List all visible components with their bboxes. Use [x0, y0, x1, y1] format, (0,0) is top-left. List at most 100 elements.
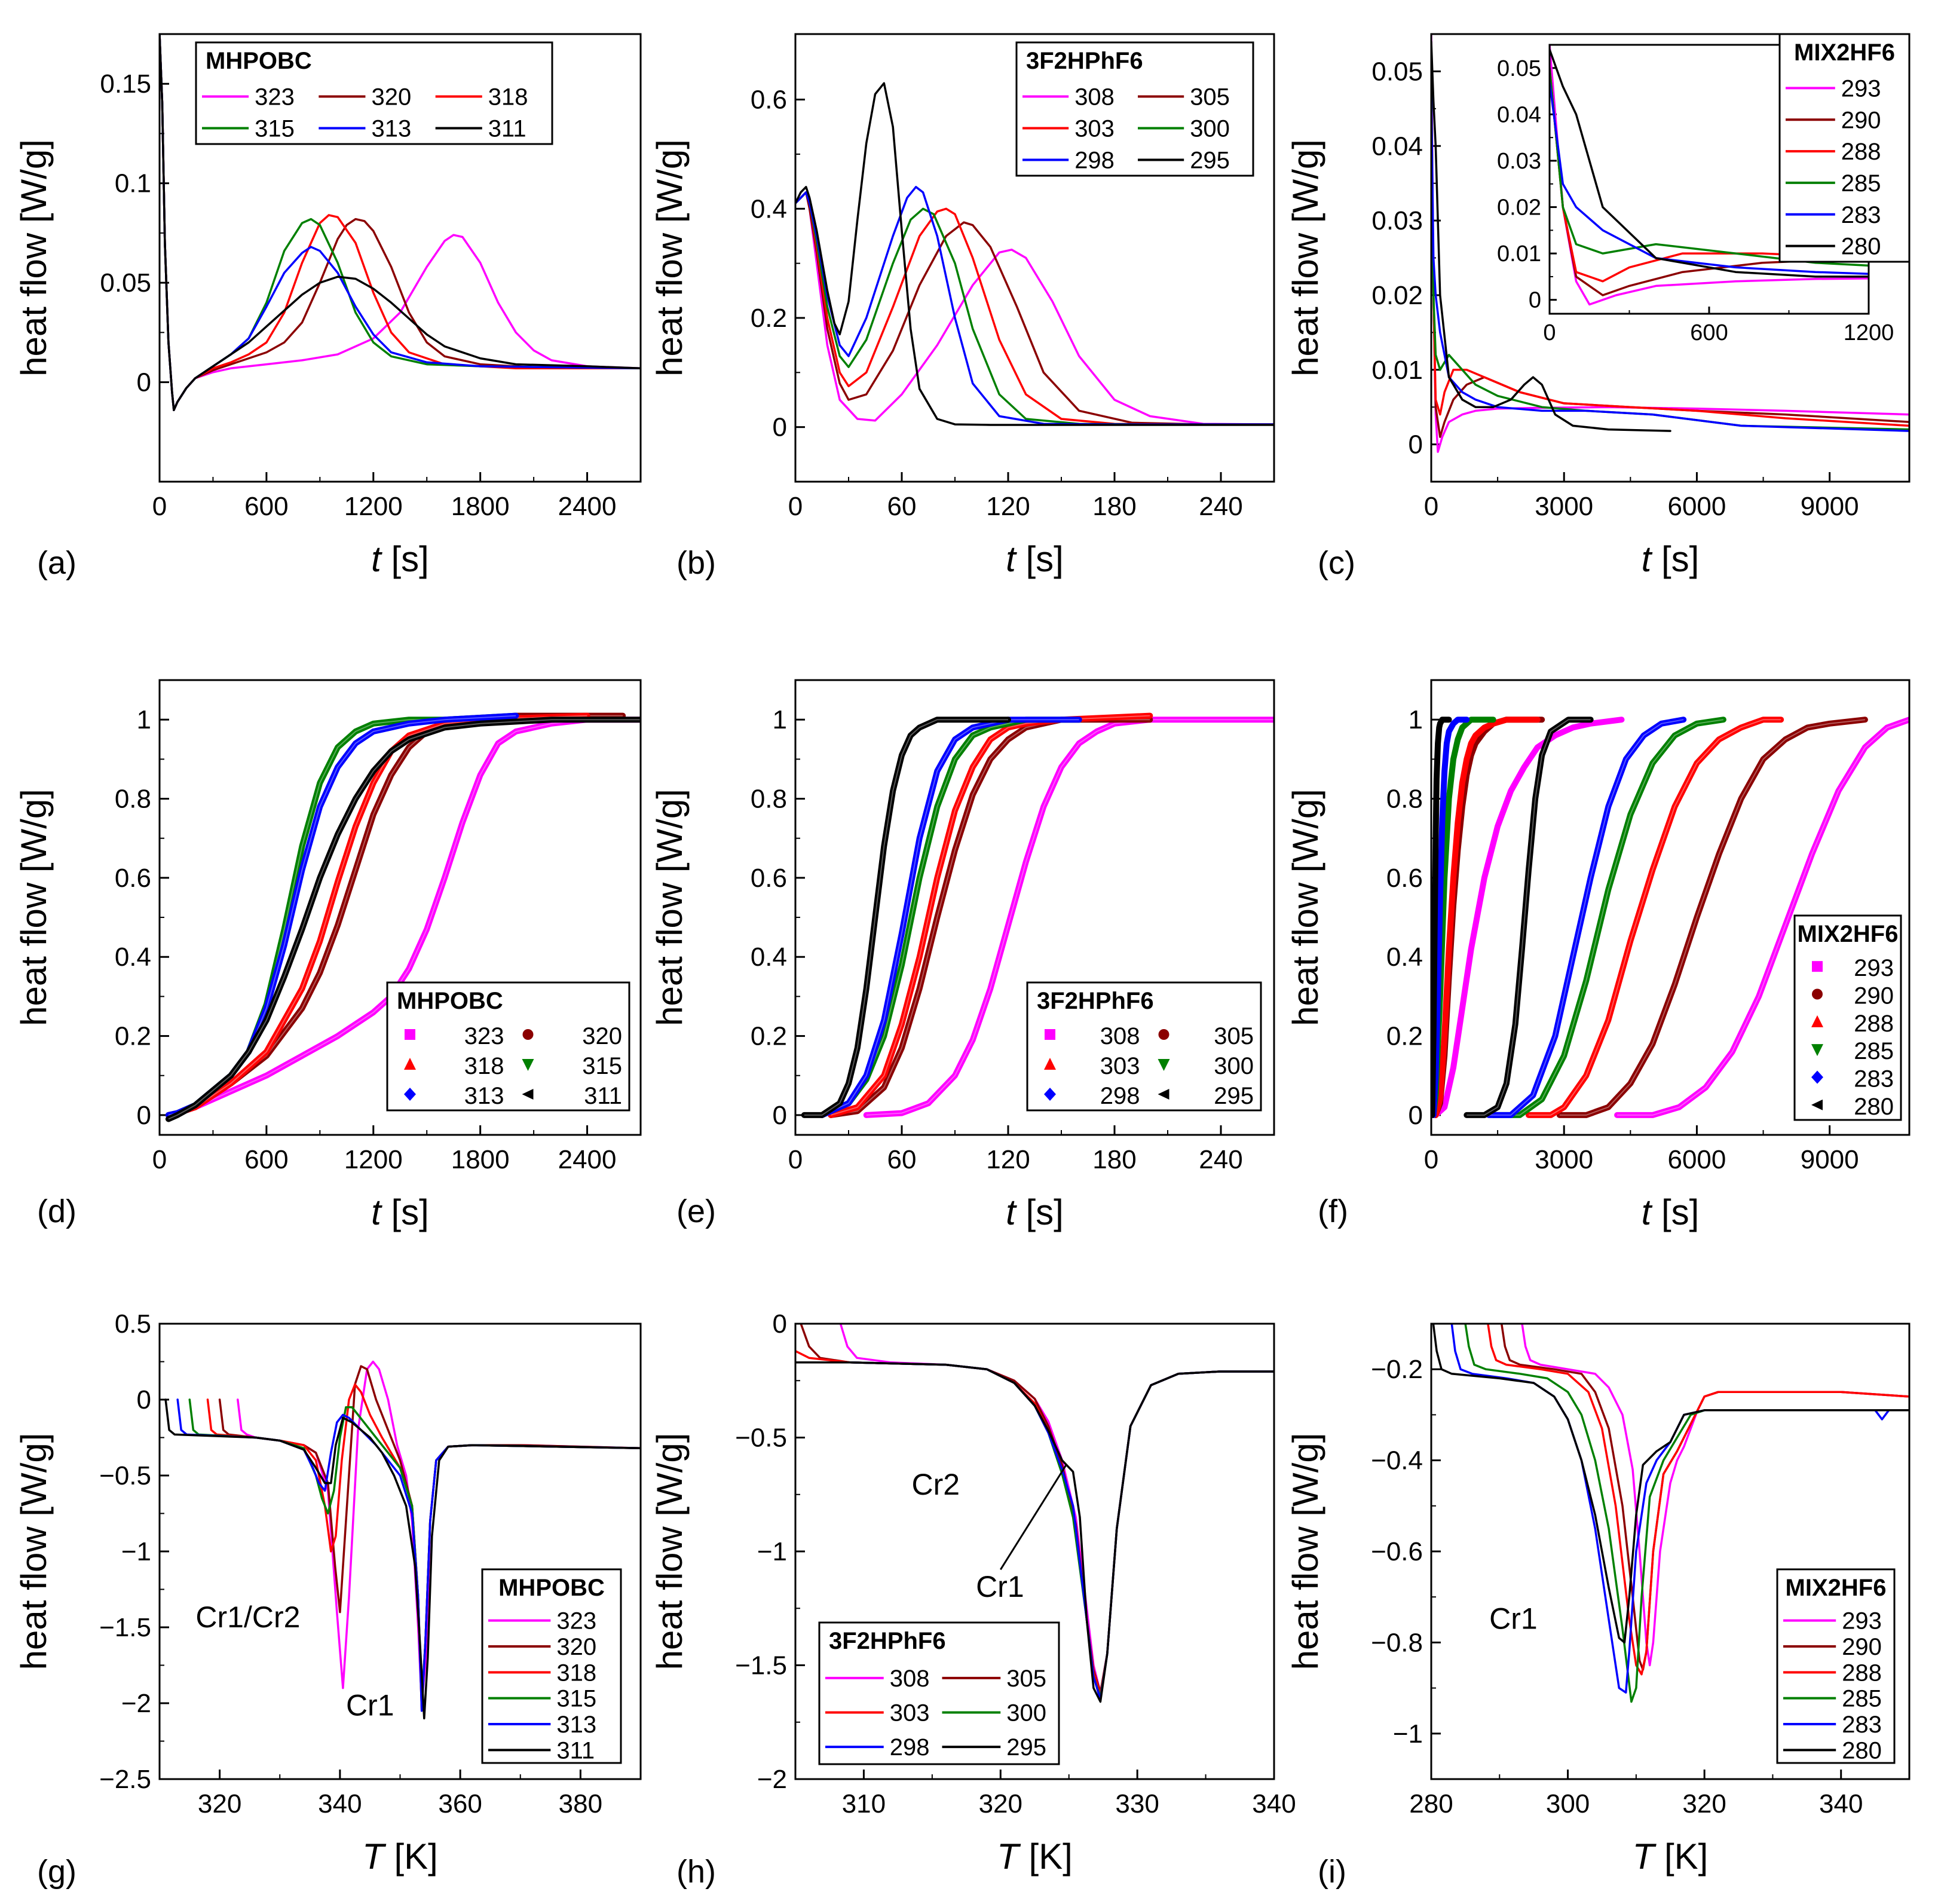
x-tick-label: 0 — [788, 1145, 803, 1174]
fit-line-318 — [168, 715, 587, 1116]
panel-label: (g) — [37, 1854, 76, 1890]
x-axis-unit: [s] — [381, 539, 429, 579]
plot-frame — [158, 1323, 642, 1780]
annotation: Cr2 — [912, 1468, 960, 1501]
y-tick-label: 1 — [773, 705, 787, 734]
plot-frame — [158, 33, 642, 483]
series-line-323 — [165, 717, 641, 1118]
y-tick-label: 0.04 — [1497, 102, 1541, 127]
fit-line-295 — [804, 719, 1008, 1116]
legend-title: MIX2HF6 — [1786, 1575, 1887, 1601]
data-curve — [1432, 717, 1541, 1118]
y-tick-label: 0.2 — [751, 1022, 787, 1051]
legend-box — [386, 981, 630, 1112]
y-tick-label: 0.4 — [751, 942, 787, 972]
y-tick-label: 0 — [137, 368, 151, 397]
legend-label: 318 — [556, 1660, 596, 1686]
x-axis-symbol: T — [1633, 1836, 1657, 1877]
x-tick-label: 180 — [1092, 492, 1136, 521]
legend-marker — [1158, 1029, 1169, 1040]
x-tick-label: 60 — [887, 1145, 917, 1174]
legend-label: 318 — [464, 1053, 504, 1079]
legend-box — [1015, 41, 1254, 177]
y-tick-label: 0.8 — [1386, 785, 1423, 814]
legend-label: 303 — [1074, 116, 1115, 142]
legend-label: 280 — [1842, 1737, 1882, 1764]
legend-marker — [1044, 1088, 1056, 1101]
x-tick-label: 9000 — [1801, 1145, 1859, 1174]
legend-label: 283 — [1842, 1712, 1882, 1738]
x-tick-label: 320 — [198, 1789, 241, 1819]
x-tick-label: 280 — [1409, 1789, 1453, 1819]
panel-label: (i) — [1318, 1854, 1346, 1890]
legend-label: 300 — [1006, 1700, 1046, 1727]
y-tick-label: 0 — [773, 1101, 787, 1130]
panel-label: (c) — [1318, 545, 1355, 581]
legend-box — [818, 1621, 1060, 1765]
x-tick-label: 120 — [986, 492, 1030, 521]
y-axis-label: heat flow [W/g] — [14, 139, 54, 376]
y-tick-label: −0.5 — [99, 1461, 151, 1490]
y-tick-label: 0.6 — [751, 85, 787, 115]
legend-marker — [1811, 1099, 1823, 1110]
x-axis-unit: [K] — [1019, 1836, 1073, 1877]
y-tick-label: −1 — [121, 1537, 151, 1566]
y-tick-label: 0.6 — [115, 864, 151, 893]
series-line-295 — [795, 82, 1274, 426]
chart-panel-e: 0 60 120 180 240 0 0.2 0.4 0.6 0.8 1 3F2HPhF6 308 305… — [650, 679, 1275, 1232]
annotation: Cr1/Cr2 — [195, 1600, 300, 1634]
series-line-290 — [1556, 717, 1868, 1118]
fit-line-298 — [822, 719, 1079, 1116]
series-line-283 — [1431, 93, 1909, 432]
x-tick-label: 6000 — [1667, 1145, 1726, 1174]
x-axis-label: T [K] — [362, 1836, 438, 1877]
panel-label: (f) — [1318, 1193, 1348, 1229]
legend-label: 293 — [1854, 955, 1894, 981]
plot-area — [801, 712, 1274, 1118]
panel-label: (a) — [37, 545, 76, 581]
x-tick-label: 9000 — [1801, 492, 1859, 521]
legend-label: 293 — [1842, 1608, 1882, 1634]
series-line-288 — [1526, 717, 1784, 1118]
plot-area — [165, 712, 641, 1122]
legend-marker — [1811, 1015, 1823, 1027]
series-line-311 — [164, 1398, 641, 1720]
fit-line-323 — [168, 719, 641, 1116]
legend-label: 295 — [1006, 1734, 1046, 1761]
x-tick-label: 0 — [788, 492, 803, 521]
y-tick-label: 0.4 — [115, 942, 151, 972]
legend-label: 320 — [556, 1634, 596, 1660]
legend-box — [481, 1568, 622, 1764]
x-axis-label: t [s] — [371, 1192, 429, 1232]
series-line-298 — [795, 186, 1274, 426]
series-line-311 — [160, 34, 641, 411]
series-line-298 — [819, 717, 1082, 1118]
y-tick-label: −2 — [757, 1765, 787, 1794]
x-tick-label: 310 — [842, 1789, 886, 1819]
y-tick-label: 0 — [1529, 288, 1541, 313]
legend-marker — [1045, 1029, 1055, 1040]
y-tick-label: 0.4 — [1386, 942, 1423, 972]
y-tick-label: 1 — [1409, 705, 1423, 734]
x-tick-label: 6000 — [1667, 492, 1726, 521]
legend-label: 285 — [1854, 1038, 1894, 1064]
x-axis-label: T [K] — [1633, 1836, 1709, 1877]
legend-label: 315 — [556, 1686, 596, 1712]
legend-marker — [1811, 1044, 1823, 1057]
legend-marker — [404, 1088, 416, 1101]
y-tick-label: −1 — [757, 1537, 787, 1566]
y-tick-label: 0 — [137, 1101, 151, 1130]
legend-label: 308 — [1074, 84, 1115, 111]
legend-label: 303 — [1100, 1053, 1140, 1079]
y-axis-label: heat flow [W/g] — [1285, 1433, 1325, 1670]
x-tick-label: 0 — [152, 492, 167, 521]
y-tick-label: −0.6 — [1371, 1537, 1423, 1566]
fit-line-290 — [1559, 719, 1866, 1116]
x-axis-unit: [s] — [1651, 539, 1699, 579]
annotation: Cr1 — [1489, 1602, 1538, 1636]
y-tick-label: 0.15 — [100, 69, 151, 99]
legend-label: 283 — [1854, 1066, 1894, 1092]
chart-panel-f: 0 3000 6000 9000 0 0.2 0.4 0.6 0.8 1 MIX2HF6 293290… — [1285, 679, 1911, 1232]
legend-box — [195, 41, 553, 145]
legend-label: 285 — [1841, 170, 1881, 197]
